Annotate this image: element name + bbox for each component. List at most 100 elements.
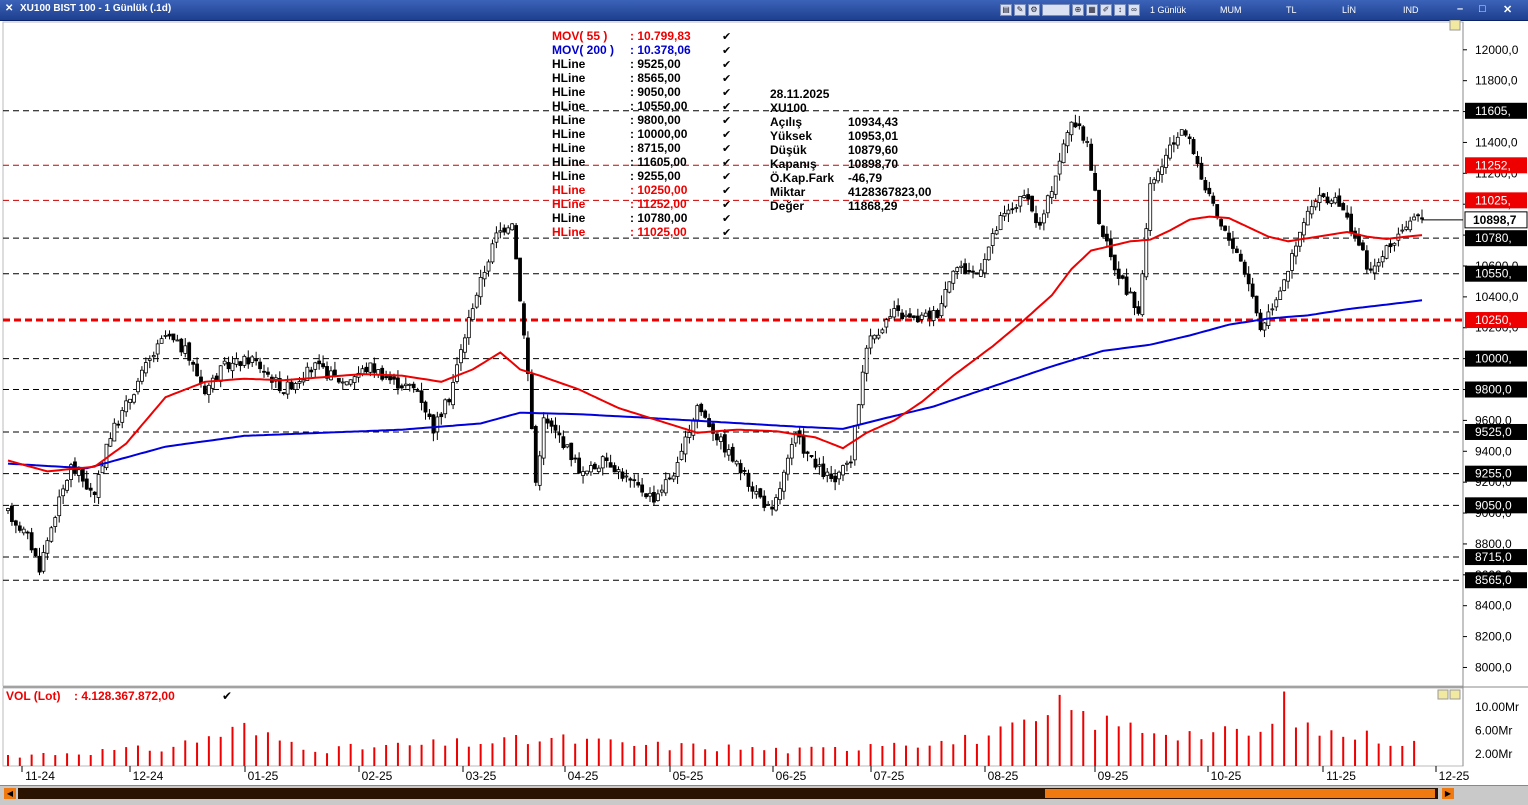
candle (715, 433, 719, 441)
hline-price-tag (1465, 312, 1527, 329)
link-icon[interactable]: ∞ (1128, 4, 1140, 16)
candle (108, 438, 113, 447)
candle (1207, 187, 1212, 195)
scale-label[interactable]: LİN (1342, 5, 1357, 15)
candle (159, 338, 164, 344)
hline-price-label: 10250, (1475, 313, 1512, 327)
candle (620, 471, 625, 479)
volume-bar (54, 755, 57, 766)
zoom-icon[interactable]: ⊕ (1072, 4, 1084, 16)
candle (478, 276, 483, 298)
candle (297, 381, 302, 384)
volume-bar (869, 744, 872, 766)
candle (711, 423, 715, 434)
candle (1305, 210, 1310, 226)
draw-icon[interactable]: ✎ (1014, 4, 1026, 16)
candle (1069, 121, 1074, 136)
scrollbar-track[interactable] (18, 788, 1438, 799)
maximize-button[interactable]: □ (1479, 3, 1486, 15)
candle (37, 555, 42, 573)
volume-bar (585, 738, 588, 766)
scroll-right-button[interactable]: ▶ (1442, 788, 1454, 799)
y-tick-label: 8800,0 (1475, 537, 1512, 551)
volume-maximize-icon (1449, 689, 1461, 700)
hline-price-tag (1465, 381, 1527, 398)
candle (470, 308, 475, 321)
volume-bar (408, 745, 411, 766)
indicator-label[interactable]: IND (1403, 5, 1419, 15)
candle (112, 422, 117, 442)
candle (486, 261, 491, 272)
candle (234, 358, 239, 365)
candle (1014, 207, 1019, 209)
candle (821, 463, 826, 478)
candle (703, 410, 708, 418)
candle (25, 531, 30, 534)
candle (1227, 232, 1231, 241)
price-chart[interactable]: 12000,011800,011600,011400,011200,011000… (0, 20, 1528, 785)
scroll-left-button[interactable]: ◀ (4, 788, 16, 799)
chart-icon[interactable]: ▤ (1000, 4, 1012, 16)
info-label: Kapanış (770, 157, 817, 171)
candle (1022, 195, 1027, 198)
candle (502, 227, 507, 233)
candle (352, 376, 357, 383)
candle (155, 343, 160, 355)
arrows-icon[interactable]: ↕ (1114, 4, 1126, 16)
candle (695, 405, 700, 421)
candle (116, 423, 121, 426)
pencil-icon[interactable]: ✐ (1100, 4, 1112, 16)
settings-icon[interactable]: ⚙ (1028, 4, 1040, 16)
grid-icon[interactable]: ▦ (1086, 4, 1098, 16)
period-icon[interactable] (1042, 4, 1070, 16)
candle (1164, 154, 1168, 168)
candle (655, 493, 660, 501)
x-tick-label: 12-25 (1439, 769, 1470, 783)
chart-type-label[interactable]: MUM (1220, 5, 1242, 15)
currency-label[interactable]: TL (1286, 5, 1297, 15)
candle (1211, 195, 1216, 204)
candle (183, 345, 188, 354)
candle (143, 362, 148, 374)
info-value: 10898,70 (848, 157, 898, 171)
candle (29, 532, 34, 551)
candle (616, 469, 621, 473)
candle (758, 488, 763, 498)
candle (443, 399, 448, 415)
period-label[interactable]: 1 Günlük (1150, 5, 1187, 15)
candle (1301, 222, 1306, 236)
x-tick-label: 01-25 (248, 769, 279, 783)
candle (285, 381, 290, 395)
scrollbar-thumb[interactable] (1045, 789, 1435, 798)
info-label: Düşük (770, 143, 807, 157)
candle (368, 362, 373, 373)
candle (333, 369, 337, 377)
candle (427, 413, 432, 418)
candle (1053, 175, 1058, 195)
candle (195, 363, 199, 377)
candle (967, 270, 971, 273)
volume-tick-label: 6.00Mr (1475, 723, 1512, 737)
close-button[interactable]: ✕ (1503, 4, 1513, 16)
toolbar: ▤ ✎ ⚙ ⊕ ▦ ✐ ↕ ∞ (1000, 4, 1140, 17)
volume-bar (1247, 735, 1250, 766)
hline-price-label: 10780, (1475, 231, 1512, 245)
candle (1215, 204, 1220, 218)
candle (466, 317, 471, 339)
candle (908, 313, 912, 318)
candle (754, 491, 759, 495)
candle (151, 355, 156, 358)
candle (1183, 130, 1188, 136)
candle (403, 383, 408, 387)
candle (344, 381, 349, 386)
candle (699, 403, 704, 413)
volume-bar (349, 743, 352, 766)
legend-value: : 10780,00 (630, 211, 688, 225)
candle (947, 281, 952, 293)
minimize-button[interactable]: – (1457, 3, 1464, 15)
candle (1380, 256, 1385, 263)
candle (462, 337, 467, 353)
close-icon[interactable]: ✕ (5, 3, 14, 14)
volume-bar (952, 744, 955, 766)
volume-bar (1082, 711, 1085, 766)
